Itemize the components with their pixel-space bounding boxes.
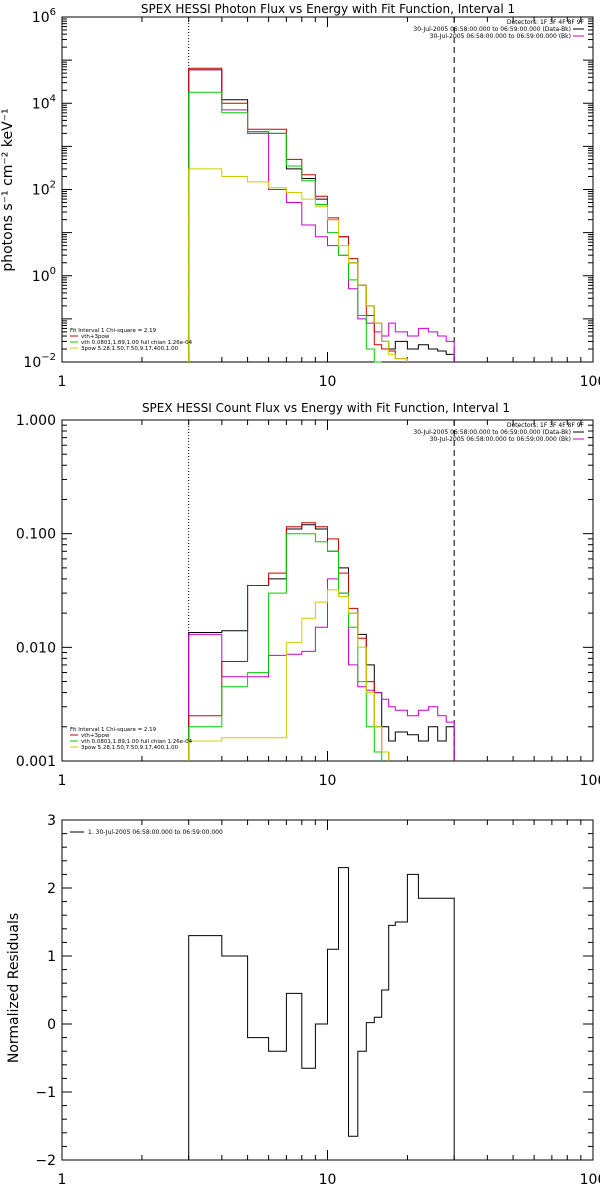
photon-flux-title: SPEX HESSI Photon Flux vs Energy with Fi… [141,2,515,16]
photon-flux-y-axis-label: photons s⁻¹ cm⁻² keV⁻¹ [0,108,16,271]
count-flux-x-tick-label: 1 [58,773,67,789]
residuals-y-tick-label: −2 [35,1153,56,1169]
residuals-series-line [188,867,455,1160]
photon-flux-y-tick-label: 102 [32,180,56,199]
residuals-chart: Normalized Residuals 1 10 100 −2 −1 0 1 2 3 1. … [6,813,600,1188]
count-flux-interval-markers [188,420,455,761]
photon-flux-x-tick-label: 1 [58,374,67,390]
count-flux-fit-legend: Fit Interval 1 Chi-square = 2.19vth+3pow… [70,727,193,751]
count-flux-chart: SPEX HESSI Count Flux vs Energy with Fit… [16,401,600,789]
residuals-time-legend: 1. 30-Jul-2005 06:58:00.000 to 06:59:00.… [70,829,223,836]
count-flux-fit-legend-header: Fit Interval 1 Chi-square = 2.19 [70,727,157,733]
count-flux-fit-legend-text: vth 0.0801,1.89,1.00 full chian 1.26e-04 [81,739,193,745]
photon-flux-series-line [188,168,408,362]
count-flux-y-tick-label: 0.001 [16,754,56,770]
photon-flux-y-ticks: 10−2 100 102 104 106 [23,7,593,371]
count-flux-fit-legend-text: 3pow 5.28,1.50,7.50,9.17,400,1.00 [81,745,179,751]
count-flux-title: SPEX HESSI Count Flux vs Energy with Fit… [142,401,510,415]
residuals-y-axis-label: Normalized Residuals [6,913,22,1063]
photon-flux-y-tick-label: 106 [32,7,56,26]
residuals-x-tick-label: 10 [319,1172,337,1188]
photon-flux-x-tick-label: 10 [319,374,337,390]
photon-flux-chart: SPEX HESSI Photon Flux vs Energy with Fi… [0,2,600,390]
residuals-y-tick-label: 1 [47,949,56,965]
count-flux-x-ticks: 1 10 100 [58,420,600,789]
photon-flux-y-tick-label: 10−2 [23,352,56,371]
residuals-y-ticks: −2 −1 0 1 2 3 [35,813,593,1169]
count-flux-y-tick-label: 1.000 [16,413,56,429]
photon-flux-fit-legend-text: vth 0.0801,1.89,1.00 full chian 1.26e-04 [81,340,193,346]
count-flux-time-legend-text: 30-Jul-2005 06:58:00.000 to 06:59:00.000… [430,436,571,443]
count-flux-y-tick-label: 0.100 [16,527,56,543]
count-flux-series [188,522,455,761]
photon-flux-detectors-label: Detectors: 1F 3F 4F 8F 9F [507,19,585,26]
count-flux-series-line [188,522,390,761]
photon-flux-x-ticks: 1 10 100 [58,17,600,390]
count-flux-x-tick-label: 100 [580,773,600,789]
residuals-y-tick-label: 3 [47,813,56,829]
photon-flux-y-tick-label: 100 [32,266,56,285]
residuals-time-legend-text: 1. 30-Jul-2005 06:58:00.000 to 06:59:00.… [88,829,223,836]
photon-flux-fit-legend: Fit Interval 1 Chi-square = 2.19vth+3pow… [70,328,193,352]
count-flux-time-legend: Detectors: 1F 3F 4F 8F 9F 30-Jul-2005 06… [413,422,584,443]
count-flux-series-line [188,524,455,761]
photon-flux-time-legend-text: 30-Jul-2005 06:58:00.000 to 06:59:00.000… [430,33,571,40]
residuals-y-tick-label: 2 [47,881,56,897]
photon-flux-fit-legend-header: Fit Interval 1 Chi-square = 2.19 [70,328,157,334]
count-flux-detectors-label: Detectors: 1F 3F 4F 8F 9F [507,422,585,429]
residuals-y-tick-label: 0 [47,1017,56,1033]
photon-flux-time-legend: Detectors: 1F 3F 4F 8F 9F 30-Jul-2005 06… [413,19,584,40]
count-flux-series-line [188,533,383,761]
photon-flux-fit-legend-text: vth+3pow [81,334,110,340]
photon-flux-series-line [188,69,455,362]
count-flux-y-ticks: 0.001 0.010 0.100 1.000 [16,413,593,770]
photon-flux-x-tick-label: 100 [580,374,600,390]
photon-flux-time-legend-text: 30-Jul-2005 06:58:00.000 to 06:59:00.000… [413,26,571,33]
photon-flux-series [188,67,455,363]
count-flux-series-line [188,589,390,761]
count-flux-fit-legend-text: vth+3pow [81,733,110,739]
residuals-series [188,867,455,1160]
residuals-y-tick-label: −1 [35,1085,56,1101]
photon-flux-fit-legend-text: 3pow 5.28,1.50,7.50,9.17,400,1.00 [81,346,179,352]
count-flux-y-tick-label: 0.010 [16,640,56,656]
residuals-x-tick-label: 1 [58,1172,67,1188]
residuals-x-tick-label: 100 [580,1172,600,1188]
photon-flux-y-tick-label: 104 [32,93,56,112]
count-flux-time-legend-text: 30-Jul-2005 06:58:00.000 to 06:59:00.000… [413,429,571,436]
residuals-x-ticks: 1 10 100 [58,820,600,1188]
count-flux-x-tick-label: 10 [319,773,337,789]
